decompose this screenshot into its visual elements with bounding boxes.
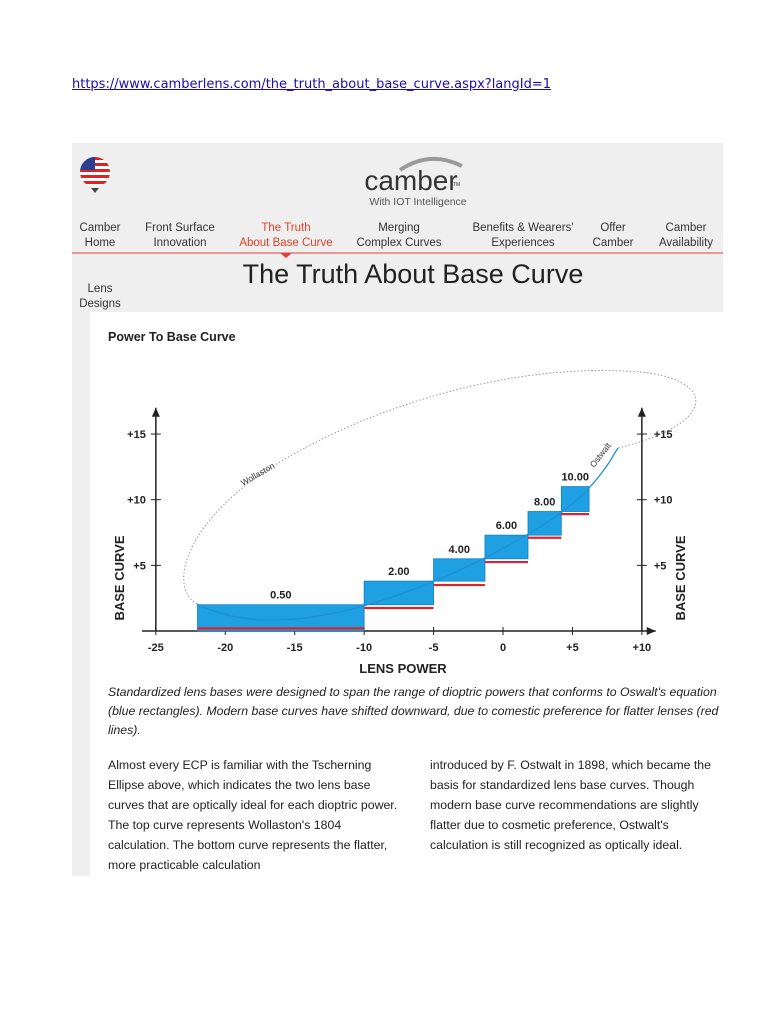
nav-item-text[interactable]: Offer <box>600 222 626 234</box>
y-tick-label: +5 <box>654 560 667 572</box>
x-axis-label: LENS POWER <box>359 661 447 676</box>
bar-label: 4.00 <box>449 544 470 556</box>
x-tick-label: -5 <box>429 642 439 654</box>
chart-caption: Standardized lens bases were designed to… <box>108 685 719 737</box>
nav-item[interactable]: Offer Camber <box>548 221 678 251</box>
axis-arrow <box>646 627 656 635</box>
nav-item[interactable]: The Truth About Base Curve <box>221 221 351 251</box>
y-tick-label: +15 <box>127 429 146 441</box>
page-title: The Truth About Base Curve <box>243 259 584 289</box>
logo-swoosh <box>398 156 463 172</box>
x-tick-label: +5 <box>566 642 579 654</box>
bar <box>363 580 434 606</box>
x-tick-label: +10 <box>633 642 652 654</box>
nav-item-text[interactable]: About Base Curve <box>239 237 333 249</box>
tagline: With IOT Intelligence <box>369 196 466 208</box>
nav-item-text[interactable]: Availability <box>658 237 714 249</box>
chart: Wollaston Ostwalt LENS POWER BASE CURVE … <box>112 369 697 676</box>
nav-item-text[interactable]: Merging <box>378 222 420 234</box>
y-tick-label: +10 <box>127 495 146 507</box>
nav-item-text[interactable]: Camber <box>79 222 121 234</box>
y-axis-label: BASE CURVE <box>112 535 127 620</box>
x-tick-label: -25 <box>148 642 164 654</box>
body-column: Almost every ECP is familiar with the Ts… <box>108 758 398 872</box>
bar-label: 10.00 <box>561 472 589 484</box>
nav-item[interactable]: Camber Home <box>35 221 165 251</box>
logo: camber <box>364 165 457 196</box>
nav-item-text[interactable]: Camber <box>665 222 707 234</box>
sidebar-link[interactable]: Designs <box>79 298 121 310</box>
nav-item-text[interactable]: Home <box>84 237 116 249</box>
nav-item-text[interactable]: Camber <box>592 237 634 249</box>
nav-item-text[interactable]: Benefits & Wearers' <box>472 222 574 234</box>
chart-title: Power To Base Curve <box>108 330 236 344</box>
x-tick-label: -10 <box>356 642 372 654</box>
nav-pointer <box>280 253 292 258</box>
y-tick-label: +15 <box>654 429 673 441</box>
y-tick-label: +10 <box>654 495 673 507</box>
wollaston-curve <box>183 369 697 605</box>
x-tick-label: -15 <box>287 642 303 654</box>
nav-item-text[interactable]: Complex Curves <box>356 237 442 249</box>
x-tick-label: -20 <box>217 642 233 654</box>
nav-item[interactable]: Camber Availability <box>621 221 751 251</box>
bar-label: 8.00 <box>534 497 555 509</box>
nav-item[interactable]: Front Surface Innovation <box>115 221 245 251</box>
x-tick-label: 0 <box>500 642 506 654</box>
nav-item-text[interactable]: Front Surface <box>145 222 215 234</box>
bar-label: 6.00 <box>496 520 517 532</box>
axis-arrow <box>151 407 160 417</box>
bar <box>197 604 365 632</box>
bar-label: 2.00 <box>388 566 409 578</box>
nav-item[interactable]: Merging Complex Curves <box>334 221 464 251</box>
nav-item-text[interactable]: Experiences <box>491 237 555 249</box>
flag-icon <box>80 157 110 193</box>
body-column: introduced by F. Ostwalt in 1898, which … <box>430 758 711 852</box>
y-tick-label: +5 <box>133 560 146 572</box>
nav-item-text[interactable]: Innovation <box>153 237 207 249</box>
y-axis-label: BASE CURVE <box>673 535 688 620</box>
nav-item[interactable]: Benefits & Wearers' Experiences <box>458 221 588 251</box>
nav-item-text[interactable]: The Truth <box>261 222 311 234</box>
axis-arrow <box>637 407 646 417</box>
sidebar-link[interactable]: Lens <box>88 283 113 295</box>
ostwalt-curve <box>196 447 619 621</box>
bar <box>560 486 590 512</box>
logo-mark: TM <box>453 182 460 188</box>
bar-label: 0.50 <box>270 590 291 602</box>
source-link[interactable]: https://www.camberlens.com/the_truth_abo… <box>72 77 552 92</box>
